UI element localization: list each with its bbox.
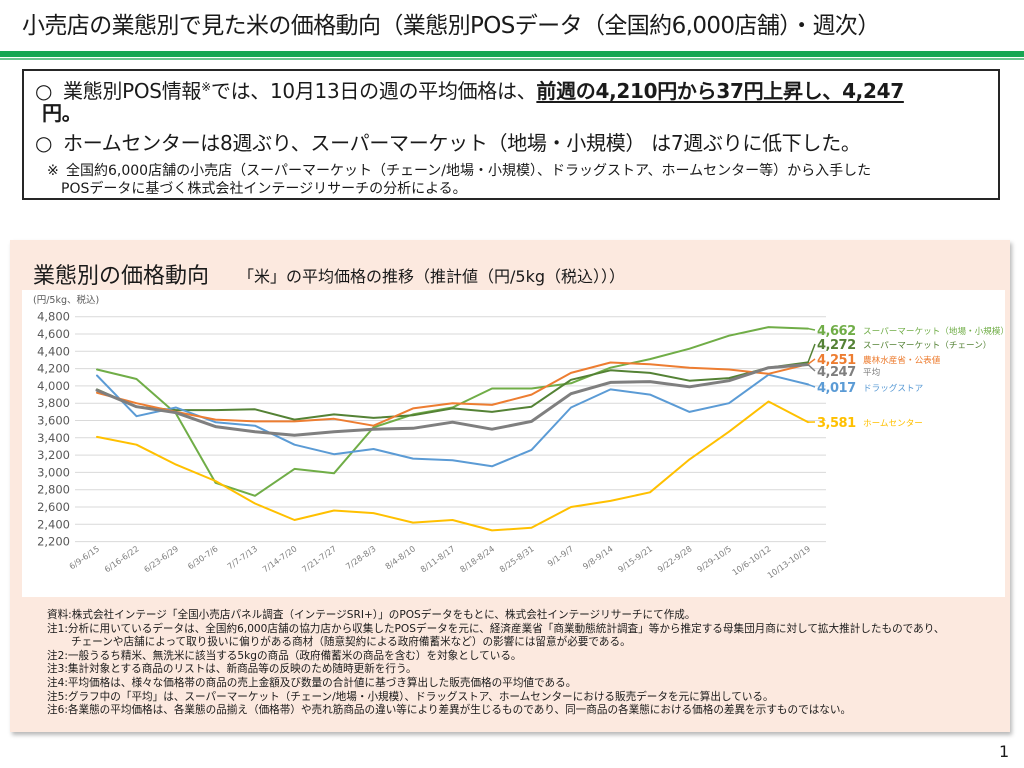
footnote-source: 資料:株式会社インテージ「全国小売店パネル調査（インテージSRI+）」のPOSデ…	[47, 609, 696, 621]
series-name-label: ドラッグストア	[863, 382, 923, 394]
footnote-4: 注4:平均価格は、様々な価格帯の商品の売上金額及び数量の合計値に基づき算出した販…	[47, 676, 577, 689]
y-tick-label: 2,200	[37, 535, 70, 549]
panel-title: 業態別の価格動向	[33, 264, 210, 289]
y-tick-label: 2,800	[37, 483, 70, 497]
y-tick-label: 4,200	[37, 362, 70, 376]
note-reference-mark: ※	[201, 80, 211, 94]
x-tick-label: 7/14-7/20	[260, 543, 298, 574]
leader-line	[807, 327, 816, 331]
summary-bullet-2: ○ ホームセンターは8週ぶり、スーパーマーケット（地場・小規模） は7週ぶりに低下…	[35, 131, 861, 155]
x-tick-label: 10/13-10/19	[765, 543, 812, 580]
leader-line	[807, 343, 816, 363]
series-line	[96, 326, 809, 497]
leader-line	[807, 383, 816, 388]
x-tick-label: 7/21-7/27	[300, 543, 338, 574]
y-tick-label: 4,000	[37, 379, 70, 393]
bullet-circle-icon: ○	[35, 131, 53, 155]
note-mark-icon: ※	[47, 163, 59, 179]
x-tick-label: 6/16-6/22	[102, 543, 140, 574]
y-tick-label: 2,600	[37, 500, 70, 514]
x-tick-label: 8/18-8/24	[458, 543, 496, 574]
summary-bullet-1: ○ 業態別POS情報※では、10月13日の週の平均価格は、前週の4,210円から3…	[35, 79, 904, 106]
series-name-label: 農林水産省・公表値	[863, 354, 941, 366]
end-value-label: 4,017	[817, 381, 856, 396]
y-tick-label: 3,400	[37, 431, 70, 445]
x-tick-label: 7/7-7/13	[225, 543, 259, 571]
bullet-1-text-before: 業態別POS情報	[63, 79, 202, 103]
x-tick-label: 9/22-9/28	[655, 543, 693, 574]
series-line	[96, 361, 809, 421]
leader-line	[807, 358, 816, 365]
footnotes: 資料:株式会社インテージ「全国小売店パネル調査（インテージSRI+）」のPOSデ…	[47, 609, 945, 718]
series-line	[96, 400, 809, 532]
footnote-6: 注6:各業態の平均価格は、各業態の品揃え（価格帯）や売れ筋商品の違い等により差異…	[47, 704, 852, 717]
y-tick-label: 2,400	[37, 517, 70, 531]
chart-area: (円/5kg、税込) 4,800 4,600 4,400 4,200 4,000 3,800…	[22, 290, 1009, 597]
title-rule-thin	[0, 58, 1024, 60]
bullet-1-highlight-tail: 円。	[42, 101, 82, 125]
end-value-label: 4,251	[817, 353, 856, 368]
x-tick-label: 9/29-10/5	[695, 543, 733, 574]
x-tick-label: 7/28-8/3	[344, 543, 378, 571]
end-value-label: 4,662	[817, 324, 856, 339]
series-name-label: ホームセンター	[863, 418, 923, 429]
series-name-label: スーパーマーケット（チェーン）	[863, 340, 991, 351]
end-value-label: 4,272	[817, 338, 856, 353]
y-axis-unit-label: (円/5kg、税込)	[33, 294, 99, 306]
series-line	[95, 363, 810, 437]
title-rule-thick	[0, 51, 1024, 57]
x-tick-label: 6/9-6/15	[67, 543, 101, 571]
series-line	[96, 373, 809, 468]
end-value-label: 3,581	[817, 416, 856, 431]
bullet-circle-icon: ○	[35, 79, 53, 103]
footnote-1-continuation: チェーンや店舗によって取り扱いに偏りがある商材（随意契約による政府備蓄米など）の…	[71, 636, 631, 649]
x-tick-label: 8/4-8/10	[383, 543, 417, 571]
y-tick-label: 3,600	[37, 414, 70, 428]
chart-panel: 業態別の価格動向 「米」の平均価格の推移（推計値（円/5kg（税込））） (円/…	[10, 240, 1010, 732]
page-number: 1	[999, 742, 1010, 761]
summary-note-line-2: POSデータに基づく株式会社インテージリサーチの分析による。	[61, 181, 467, 197]
footnote-3: 注3:集計対象とする商品のリストは、新商品等の反映のため随時更新を行う。	[47, 663, 417, 676]
line-chart: (円/5kg、税込) 4,800 4,600 4,400 4,200 4,000 3,800…	[33, 294, 1009, 580]
footnote-1: 注1:分析に用いているデータは、全国約6,000店舗の協力店から収集したPOSデ…	[47, 622, 945, 635]
series-line	[96, 361, 809, 427]
x-tick-label: 9/8-9/14	[581, 543, 615, 571]
x-tick-label: 8/11-8/17	[418, 543, 456, 574]
leader-line	[807, 363, 816, 372]
x-tick-label: 6/30-7/6	[186, 543, 220, 571]
y-tick-label: 3,800	[37, 396, 70, 410]
bullet-1-highlight: 前週の4,210円から37円上昇し、4,247	[536, 79, 904, 103]
panel-subtitle: 「米」の平均価格の推移（推計値（円/5kg（税込）））	[238, 267, 625, 286]
footnote-2: 注2:一般うるち精米、無洗米に該当する5kgの商品（政府備蓄米の商品を含む）を対…	[47, 649, 522, 662]
x-tick-label: 9/1-9/7	[545, 543, 575, 568]
end-value-label: 4,247	[817, 365, 856, 380]
y-tick-label: 3,000	[37, 465, 70, 479]
x-tick-label: 8/25-8/31	[497, 543, 535, 574]
bullet-2-text: ホームセンターは8週ぶり、スーパーマーケット（地場・小規模） は7週ぶりに低下し…	[63, 131, 861, 155]
y-tick-label: 4,400	[37, 344, 70, 358]
page-title: 小売店の業態別で見た米の価格動向（業態別POSデータ（全国約6,000店舗）・週…	[22, 13, 880, 39]
summary-note-line-1: ※ 全国約6,000店舗の小売店（スーパーマーケット（チェーン/地場・小規模）、ド…	[47, 163, 871, 180]
bullet-1-text-after: では、10月13日の週の平均価格は、	[210, 79, 537, 103]
summary-box: ○ 業態別POS情報※では、10月13日の週の平均価格は、前週の4,210円から3…	[22, 69, 1000, 200]
series-name-label: 平均	[863, 366, 880, 378]
series-name-label: スーパーマーケット（地場・小規模）	[863, 325, 1009, 337]
x-tick-label: 6/23-6/29	[142, 543, 180, 574]
y-tick-label: 4,800	[37, 310, 70, 324]
summary-bullet-1-continuation: 円。	[42, 101, 82, 125]
y-tick-label: 4,600	[37, 327, 70, 341]
note-text-1: 全国約6,000店舗の小売店（スーパーマーケット（チェーン/地場・小規模）、ドラ…	[66, 163, 872, 179]
footnote-5: 注5:グラフ中の「平均」は、スーパーマーケット（チェーン/地場・小規模）、ドラッ…	[47, 690, 774, 703]
y-tick-label: 3,200	[37, 448, 70, 462]
x-tick-label: 9/15-9/21	[616, 543, 654, 574]
